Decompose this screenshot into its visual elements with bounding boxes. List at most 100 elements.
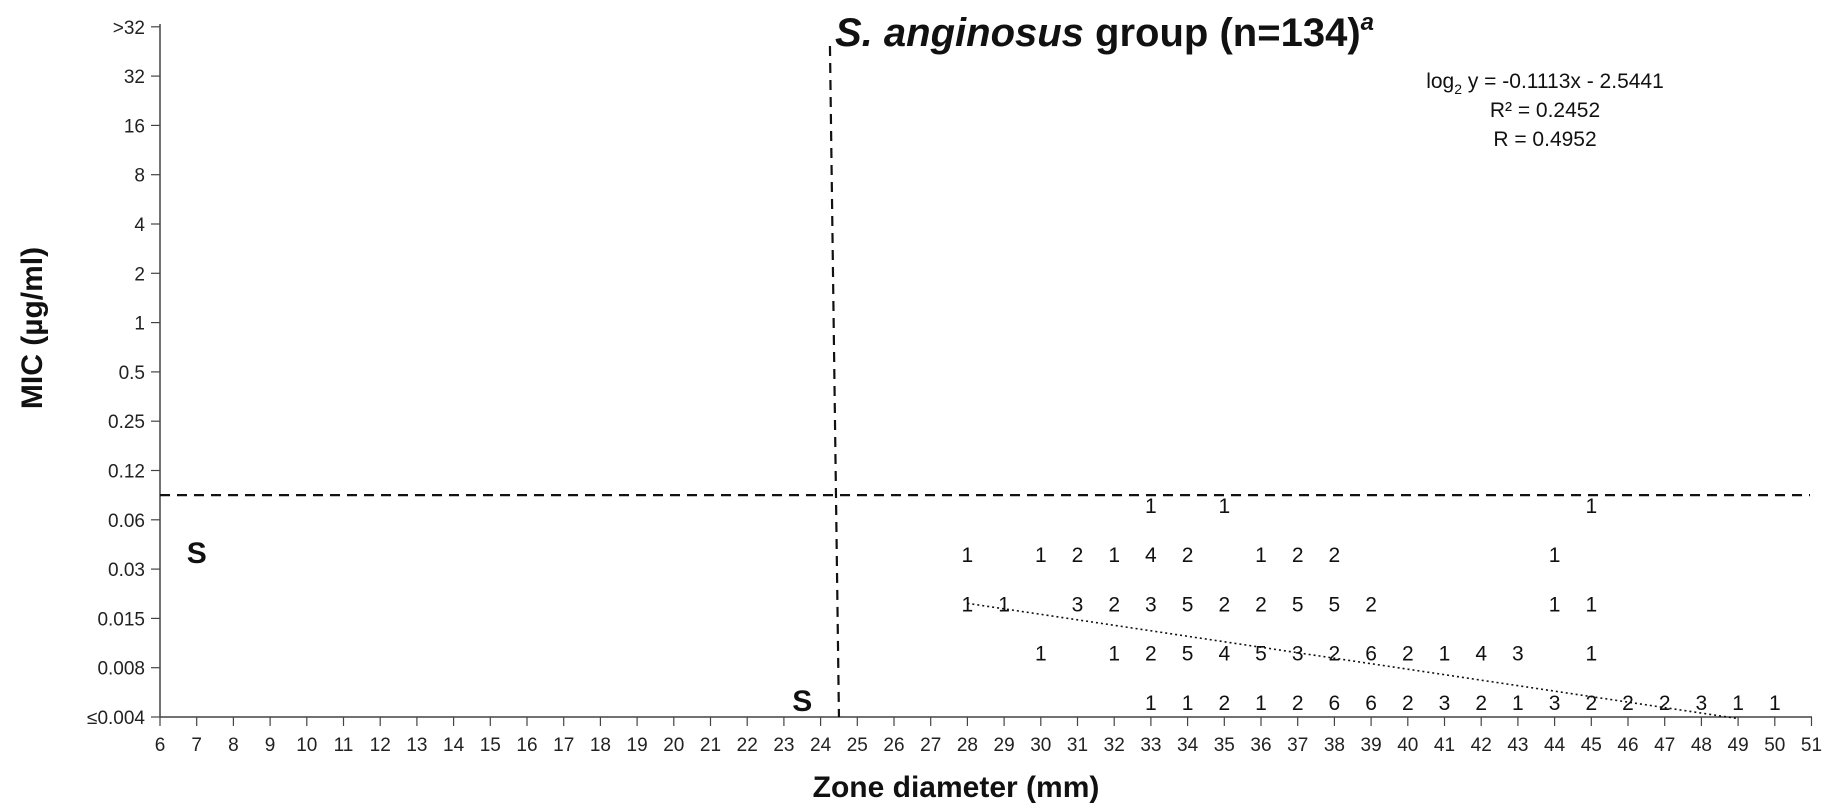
point-count-label: 1	[1108, 643, 1120, 666]
point-count-label: 2	[1329, 643, 1341, 666]
point-count-label: 4	[1475, 643, 1487, 666]
x-tick-label: 39	[1361, 735, 1382, 756]
x-tick-label: 49	[1728, 735, 1749, 756]
point-count-label: 1	[1549, 544, 1561, 567]
x-tick-label: 12	[370, 735, 391, 756]
x-tick-label: 33	[1140, 735, 1161, 756]
x-tick-label: 26	[883, 735, 904, 756]
susceptible-region-label: S	[187, 537, 207, 570]
point-count-label: 4	[1218, 643, 1230, 666]
point-count-label: 2	[1585, 692, 1597, 715]
point-count-labels: 1 1 1 1 1 2 1 4 2 1 2 2 1 1 1 3 2 3 5 2 2 5 5 2 1 1 1 1 2 5 4 5 3 2 6 2 1 4 3 1…	[962, 495, 1781, 715]
x-tick-label: 15	[480, 735, 501, 756]
chart-title: S. anginosus group (n=134)a	[835, 9, 1374, 55]
point-count-label: 1	[1035, 643, 1047, 666]
regression-r-squared: R² = 0.2452	[1490, 99, 1600, 122]
x-tick-label: 32	[1104, 735, 1125, 756]
regression-eq-prefix: log	[1426, 70, 1454, 93]
point-count-label: 5	[1182, 643, 1194, 666]
point-count-label: 5	[1329, 593, 1341, 616]
susceptible-region-label: S	[792, 685, 812, 718]
y-tick-label: 8	[134, 166, 145, 187]
x-tick-label: 7	[191, 735, 202, 756]
chart-title-italic: S. anginosus	[835, 11, 1084, 55]
point-count-label: 1	[1255, 692, 1267, 715]
point-count-label: 1	[1585, 495, 1597, 518]
point-count-label: 4	[1145, 544, 1157, 567]
x-tick-label: 18	[590, 735, 611, 756]
point-count-label: 1	[1585, 593, 1597, 616]
x-axis-ticks: 6 7 8 9 10 11 12 13 14 15 16 17 18 19 20 21 22 23 24 25 26 27…	[155, 717, 1822, 756]
point-count-label: 2	[1218, 593, 1230, 616]
x-tick-label: 10	[296, 735, 317, 756]
x-tick-label: 6	[155, 735, 166, 756]
x-tick-label: 24	[810, 735, 832, 756]
point-count-label: 5	[1255, 643, 1267, 666]
y-tick-label: 0.25	[108, 412, 145, 433]
regression-r: R = 0.4952	[1493, 128, 1596, 151]
x-tick-label: 41	[1434, 735, 1455, 756]
x-tick-label: 48	[1691, 735, 1712, 756]
point-count-label: 2	[1108, 593, 1120, 616]
point-count-label: 1	[1439, 643, 1451, 666]
y-tick-label: 4	[134, 215, 145, 236]
regression-eq-subscript: 2	[1454, 81, 1462, 97]
point-count-label: 2	[1182, 544, 1194, 567]
x-tick-label: 35	[1214, 735, 1235, 756]
x-tick-label: 42	[1471, 735, 1492, 756]
regression-eq-rest: y = -0.1113x - 2.5441	[1462, 70, 1664, 93]
point-count-label: 2	[1255, 593, 1267, 616]
point-count-label: 2	[1145, 643, 1157, 666]
point-count-label: 2	[1475, 692, 1487, 715]
point-count-label: 6	[1365, 692, 1377, 715]
x-tick-label: 8	[228, 735, 239, 756]
point-count-label: 6	[1329, 692, 1341, 715]
y-axis-ticks: ≤0.004 0.008 0.015 0.03 0.06 0.12 0.25 0.5 1 2 4 8 1…	[87, 18, 160, 729]
y-tick-label: 0.008	[97, 659, 145, 680]
x-tick-label: 34	[1177, 735, 1199, 756]
point-count-label: 1	[962, 593, 974, 616]
x-tick-label: 28	[957, 735, 978, 756]
point-count-label: 1	[998, 593, 1010, 616]
x-tick-label: 29	[994, 735, 1015, 756]
x-tick-label: 11	[334, 735, 354, 756]
point-count-label: 1	[1035, 544, 1047, 567]
y-tick-label: 2	[134, 264, 145, 285]
y-tick-label: 0.5	[119, 363, 145, 384]
x-tick-label: 21	[700, 735, 721, 756]
point-count-label: 2	[1329, 544, 1341, 567]
point-count-label: 1	[1512, 692, 1524, 715]
x-tick-label: 27	[920, 735, 941, 756]
y-tick-label: 32	[124, 67, 145, 88]
x-tick-label: 30	[1030, 735, 1051, 756]
y-tick-label: 16	[124, 116, 145, 137]
point-count-label: 3	[1696, 692, 1708, 715]
chart-title-superscript: a	[1361, 9, 1374, 36]
point-count-label: 1	[1769, 692, 1781, 715]
y-tick-label: 0.03	[108, 560, 145, 581]
x-tick-label: 17	[553, 735, 574, 756]
point-count-label: 3	[1512, 643, 1524, 666]
x-tick-label: 38	[1324, 735, 1345, 756]
point-count-label: 1	[1218, 495, 1230, 518]
x-axis-title: Zone diameter (mm)	[813, 771, 1100, 804]
y-axis-title: MIC (µg/ml)	[16, 247, 49, 409]
x-tick-label: 25	[847, 735, 868, 756]
point-count-label: 1	[1182, 692, 1194, 715]
regression-equation: log2 y = -0.1113x - 2.5441	[1426, 70, 1664, 97]
point-count-label: 3	[1292, 643, 1304, 666]
y-tick-label: >32	[113, 18, 145, 39]
point-count-label: 2	[1218, 692, 1230, 715]
point-count-label: 2	[1292, 692, 1304, 715]
point-count-label: 6	[1365, 643, 1377, 666]
region-labels: SS	[187, 537, 813, 718]
x-tick-label: 23	[773, 735, 794, 756]
point-count-label: 2	[1292, 544, 1304, 567]
x-tick-label: 44	[1544, 735, 1566, 756]
x-tick-label: 45	[1581, 735, 1602, 756]
point-count-label: 3	[1072, 593, 1084, 616]
x-tick-label: 50	[1764, 735, 1785, 756]
x-tick-label: 40	[1397, 735, 1418, 756]
point-count-label: 1	[1732, 692, 1744, 715]
y-tick-label: 1	[134, 314, 145, 335]
